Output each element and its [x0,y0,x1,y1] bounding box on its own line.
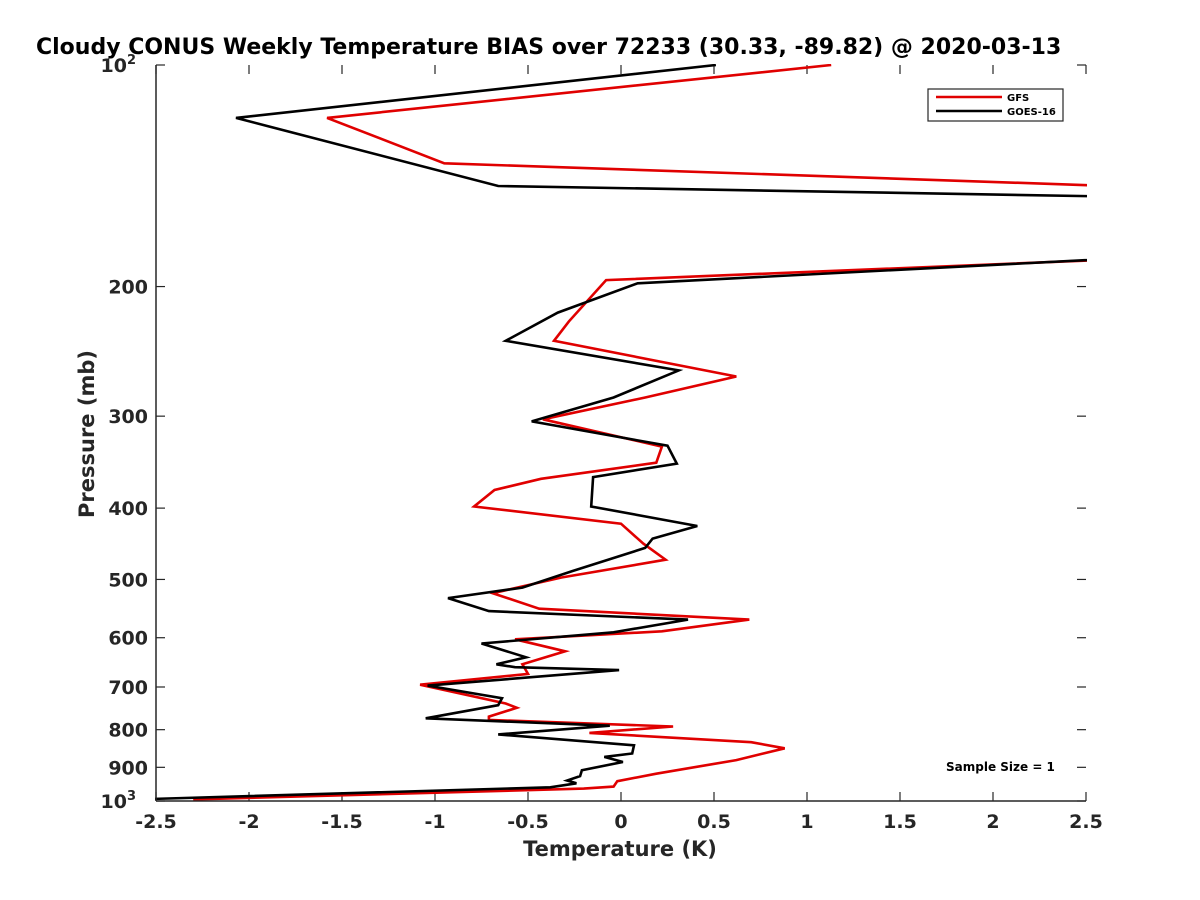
x-tick-label: -0.5 [507,811,549,833]
y-tick-label: 400 [108,498,148,520]
x-tick-label: 1.5 [883,811,917,833]
series-line-gfs [193,64,1087,801]
x-tick-label: -2.5 [135,811,177,833]
legend-label-gfs: GFS [1007,93,1029,104]
legend-label-goes16: GOES-16 [1007,107,1056,118]
y-tick-label: 300 [108,406,148,428]
x-tick-label: -1.5 [321,811,363,833]
y-tick-label: 800 [108,720,148,742]
x-tick-label: 0 [614,811,627,833]
x-axis-label: Temperature (K) [523,837,717,861]
tick-labels: -2.5 -2 -1.5 -1 -0.5 0 0.5 1 1.5 2 2.5102200300400… [101,53,1103,833]
x-tick-label: -1 [424,811,445,833]
sample-size-annotation: Sample Size = 1 [946,760,1055,774]
y-tick-label: 600 [108,628,148,650]
x-tick-label: 0.5 [697,811,731,833]
series-line-goes-16 [155,64,1087,801]
legend: GFS GOES-16 [927,88,1064,122]
x-tick-label: 2 [986,811,999,833]
y-axis-label: Pressure (mb) [75,350,99,518]
x-tick-label: 2.5 [1069,811,1103,833]
y-tick-label: 900 [108,757,148,779]
x-tick-label: -2 [238,811,259,833]
legend-box [927,88,1064,122]
y-tick-label: 200 [108,277,148,299]
axis-ticks [155,64,1087,802]
chart-title: Cloudy CONUS Weekly Temperature BIAS ove… [36,35,1061,60]
x-tick-label: 1 [800,811,813,833]
y-tick-label: 500 [108,569,148,591]
series-layer [155,64,1087,801]
y-tick-label: 700 [108,677,148,699]
